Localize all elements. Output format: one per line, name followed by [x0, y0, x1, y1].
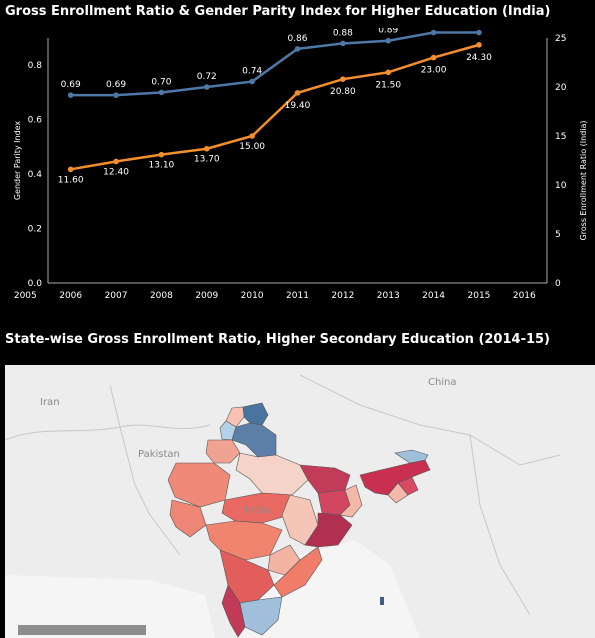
data-point [294, 46, 301, 52]
x-tick-label: 2005 [14, 291, 37, 301]
india-state-map[interactable]: Iran China Pakistan India [0, 365, 595, 638]
y-left-tick-label: 0.6 [28, 116, 43, 126]
line-chart: 0.0 0.2 0.4 0.6 0.8 0 5 10 15 20 25 2005 2006 2007 200… [13, 28, 588, 301]
series-line-gender-parity [70, 31, 479, 97]
data-point [67, 166, 74, 173]
y-left-tick-label: 0.8 [28, 61, 43, 71]
x-tick-label: 2015 [468, 291, 491, 301]
state-punjab-haryana[interactable] [205, 439, 241, 464]
state-mizoram-tripura[interactable] [387, 482, 409, 504]
x-tick-label: 2016 [513, 291, 536, 301]
y-left-tick-label: 0.0 [28, 279, 43, 289]
data-point [158, 89, 165, 96]
data-label: 0.86 [287, 34, 307, 44]
state-madhya-pradesh[interactable] [221, 492, 293, 524]
border-line [469, 434, 531, 616]
data-point [476, 29, 482, 36]
data-label: 19.40 [285, 101, 311, 111]
x-tick-label: 2011 [286, 291, 309, 301]
y-right-axis-title: Gross Enrollment Ratio (India) [579, 120, 588, 240]
x-tick-label: 2008 [150, 291, 173, 301]
state-odisha[interactable] [304, 512, 353, 548]
y-left-axis-title: Gender Parity Index [13, 121, 22, 201]
chart-title: Gross Enrollment Ratio & Gender Parity I… [5, 4, 551, 19]
border-line [299, 374, 561, 466]
data-label: 24.30 [466, 53, 492, 63]
y-right-tick-label: 15 [555, 132, 566, 142]
data-label: 0.74 [242, 67, 262, 77]
data-point [203, 145, 210, 152]
arabian-sea [5, 575, 215, 638]
series-line-gross-enrollment [70, 43, 480, 171]
y-right-tick-label: 20 [555, 83, 567, 93]
data-point [203, 84, 210, 90]
border-line [109, 384, 181, 556]
islands-andaman[interactable] [380, 597, 384, 605]
data-point [340, 76, 346, 82]
y-left-tick-label: 0.4 [28, 170, 43, 180]
map-label-china: China [428, 377, 457, 388]
chart-axes: 0.0 0.2 0.4 0.6 0.8 0 5 10 15 20 25 2005 2006 2007 200… [13, 34, 588, 301]
data-point [113, 158, 119, 165]
chart-series: 0.690.690.700.720.740.860.880.890.920.92… [58, 28, 492, 185]
y-right-tick-label: 10 [555, 181, 567, 191]
map-scrollbar[interactable] [18, 625, 146, 635]
data-point [476, 42, 482, 48]
x-tick-label: 2010 [241, 291, 264, 301]
data-point [340, 40, 346, 47]
bay-of-bengal [240, 540, 420, 638]
map-title: State-wise Gross Enrollment Ratio, Highe… [5, 332, 550, 347]
data-label: 23.00 [421, 66, 447, 76]
x-tick-label: 2013 [377, 291, 400, 301]
data-label: 15.00 [239, 142, 265, 152]
data-label: 0.70 [151, 77, 171, 87]
state-arunachal-pradesh[interactable] [394, 449, 429, 464]
y-right-tick-label: 5 [555, 230, 561, 240]
x-tick-label: 2006 [59, 291, 82, 301]
data-point [385, 69, 392, 76]
data-label: 0.69 [61, 80, 81, 90]
data-label: 20.80 [330, 87, 356, 97]
state-rajasthan[interactable] [167, 462, 231, 508]
state-gujarat[interactable] [169, 499, 207, 538]
x-tick-label: 2014 [422, 291, 445, 301]
state-uttar-pradesh[interactable] [235, 452, 309, 496]
data-point [430, 29, 437, 36]
y-right-tick-label: 0 [555, 279, 561, 289]
map-label-pakistan: Pakistan [138, 449, 180, 460]
data-label: 0.89 [378, 28, 398, 36]
x-tick-label: 2009 [195, 291, 218, 301]
data-point [430, 54, 437, 61]
data-point [113, 92, 119, 98]
map-label-iran: Iran [40, 397, 60, 408]
data-point [249, 78, 255, 85]
data-label: 12.40 [103, 167, 129, 177]
state-tamil-nadu[interactable] [239, 596, 283, 636]
y-left-tick-label: 0.2 [28, 225, 42, 235]
data-label: 11.60 [58, 175, 84, 185]
data-point [385, 37, 392, 44]
state-west-bengal[interactable] [339, 484, 363, 518]
x-tick-label: 2012 [331, 291, 354, 301]
map-label-india: India [245, 505, 270, 516]
data-label: 0.72 [197, 72, 217, 82]
data-label: 21.50 [375, 80, 401, 90]
data-point [294, 90, 301, 96]
state-himachal[interactable] [219, 420, 237, 441]
state-jammu-kashmir-west[interactable] [225, 406, 245, 428]
data-point [67, 92, 74, 98]
x-tick-label: 2007 [105, 291, 128, 301]
data-label: 13.10 [149, 161, 175, 171]
data-point [249, 133, 255, 139]
data-label: 0.88 [333, 28, 353, 38]
data-point [158, 151, 165, 158]
state-andhra-pradesh[interactable] [273, 546, 323, 598]
data-label: 13.70 [194, 155, 220, 165]
y-right-tick-label: 25 [555, 34, 566, 44]
data-label: 0.69 [106, 80, 126, 90]
